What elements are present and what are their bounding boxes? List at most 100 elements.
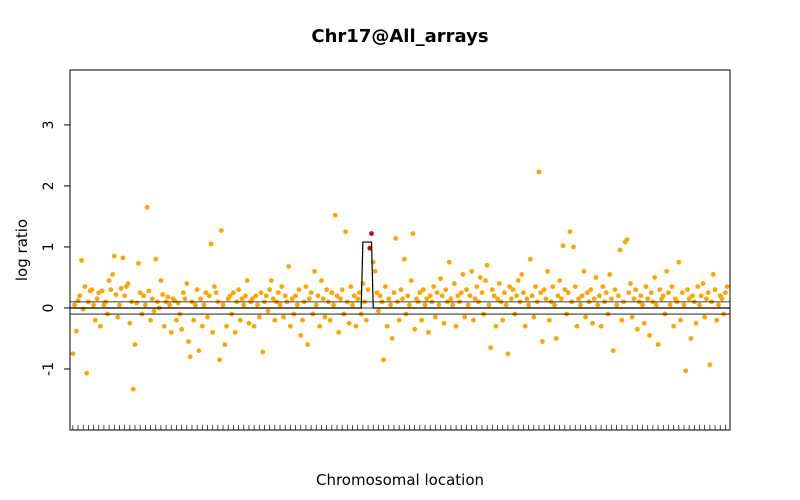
data-point xyxy=(667,302,673,308)
data-point xyxy=(450,302,456,308)
data-point xyxy=(451,281,457,286)
data-point xyxy=(502,290,507,296)
data-point xyxy=(376,308,381,314)
data-point xyxy=(576,296,582,302)
data-point xyxy=(153,256,159,262)
data-point xyxy=(222,342,228,347)
data-point xyxy=(531,314,537,320)
data-point xyxy=(645,296,651,302)
y-tick-label: 1 xyxy=(41,242,57,251)
data-point xyxy=(503,302,509,308)
data-point xyxy=(118,286,124,291)
data-point xyxy=(149,296,155,302)
data-point xyxy=(237,317,243,323)
data-point xyxy=(557,278,563,283)
data-point xyxy=(653,302,659,308)
data-point xyxy=(633,287,639,293)
data-point xyxy=(206,293,212,299)
data-point xyxy=(676,259,682,265)
data-point xyxy=(253,293,259,299)
data-point xyxy=(469,268,475,274)
data-point xyxy=(84,370,90,376)
data-point xyxy=(388,302,393,308)
data-point xyxy=(184,281,190,286)
data-point xyxy=(217,357,223,363)
data-point xyxy=(122,293,128,299)
data-point xyxy=(579,293,585,299)
data-point xyxy=(72,302,77,308)
data-point xyxy=(357,290,362,296)
data-point xyxy=(258,290,264,296)
data-point xyxy=(73,328,79,334)
data-point xyxy=(89,287,95,293)
data-point xyxy=(420,287,426,293)
data-point xyxy=(612,287,618,293)
data-point xyxy=(410,231,416,236)
data-point xyxy=(293,293,298,299)
data-point xyxy=(607,272,613,277)
data-point xyxy=(486,302,492,308)
data-point xyxy=(596,293,602,299)
data-point xyxy=(624,237,630,243)
data-point xyxy=(260,349,266,355)
data-point xyxy=(496,281,502,286)
data-point xyxy=(522,323,528,329)
data-point xyxy=(488,345,494,351)
data-point xyxy=(272,317,278,323)
data-point xyxy=(130,386,136,392)
data-point xyxy=(538,290,544,296)
data-point xyxy=(324,287,330,293)
data-point xyxy=(609,296,614,302)
data-point xyxy=(443,287,449,293)
data-point xyxy=(641,320,647,326)
data-point xyxy=(174,317,179,323)
data-point xyxy=(593,275,599,280)
data-point xyxy=(363,317,369,323)
data-point xyxy=(256,314,262,320)
data-point xyxy=(165,294,171,300)
data-point xyxy=(631,296,637,302)
data-point xyxy=(552,302,557,308)
data-point xyxy=(160,292,166,297)
data-point xyxy=(148,317,153,323)
data-point xyxy=(355,296,361,302)
data-point xyxy=(186,339,191,344)
x-axis xyxy=(72,425,726,430)
data-point xyxy=(610,348,616,354)
data-point xyxy=(507,284,513,290)
data-point xyxy=(117,302,122,308)
data-point xyxy=(685,287,690,293)
data-point xyxy=(212,284,217,290)
data-point xyxy=(136,261,141,266)
data-point xyxy=(144,204,150,210)
data-point xyxy=(193,302,198,308)
data-point xyxy=(690,293,696,299)
data-point xyxy=(315,293,321,299)
data-point xyxy=(351,293,357,299)
data-point xyxy=(317,323,323,329)
data-point xyxy=(382,284,388,290)
data-point xyxy=(652,275,658,280)
data-point xyxy=(279,284,285,290)
data-point xyxy=(405,293,411,299)
data-point xyxy=(462,314,468,320)
data-point xyxy=(182,296,188,302)
y-tick-label: 0 xyxy=(41,304,57,313)
data-point xyxy=(666,290,671,296)
data-point xyxy=(296,287,302,293)
data-point xyxy=(678,317,683,323)
data-point xyxy=(396,317,402,323)
data-point xyxy=(92,317,98,323)
data-point xyxy=(208,241,214,247)
data-point xyxy=(408,278,414,283)
data-point xyxy=(439,293,445,299)
data-point xyxy=(187,354,193,360)
data-point xyxy=(198,296,204,302)
data-point xyxy=(343,229,349,235)
data-point xyxy=(365,287,371,293)
data-point xyxy=(374,290,380,296)
data-point xyxy=(629,314,635,320)
data-point xyxy=(236,287,241,293)
data-point xyxy=(336,329,342,335)
